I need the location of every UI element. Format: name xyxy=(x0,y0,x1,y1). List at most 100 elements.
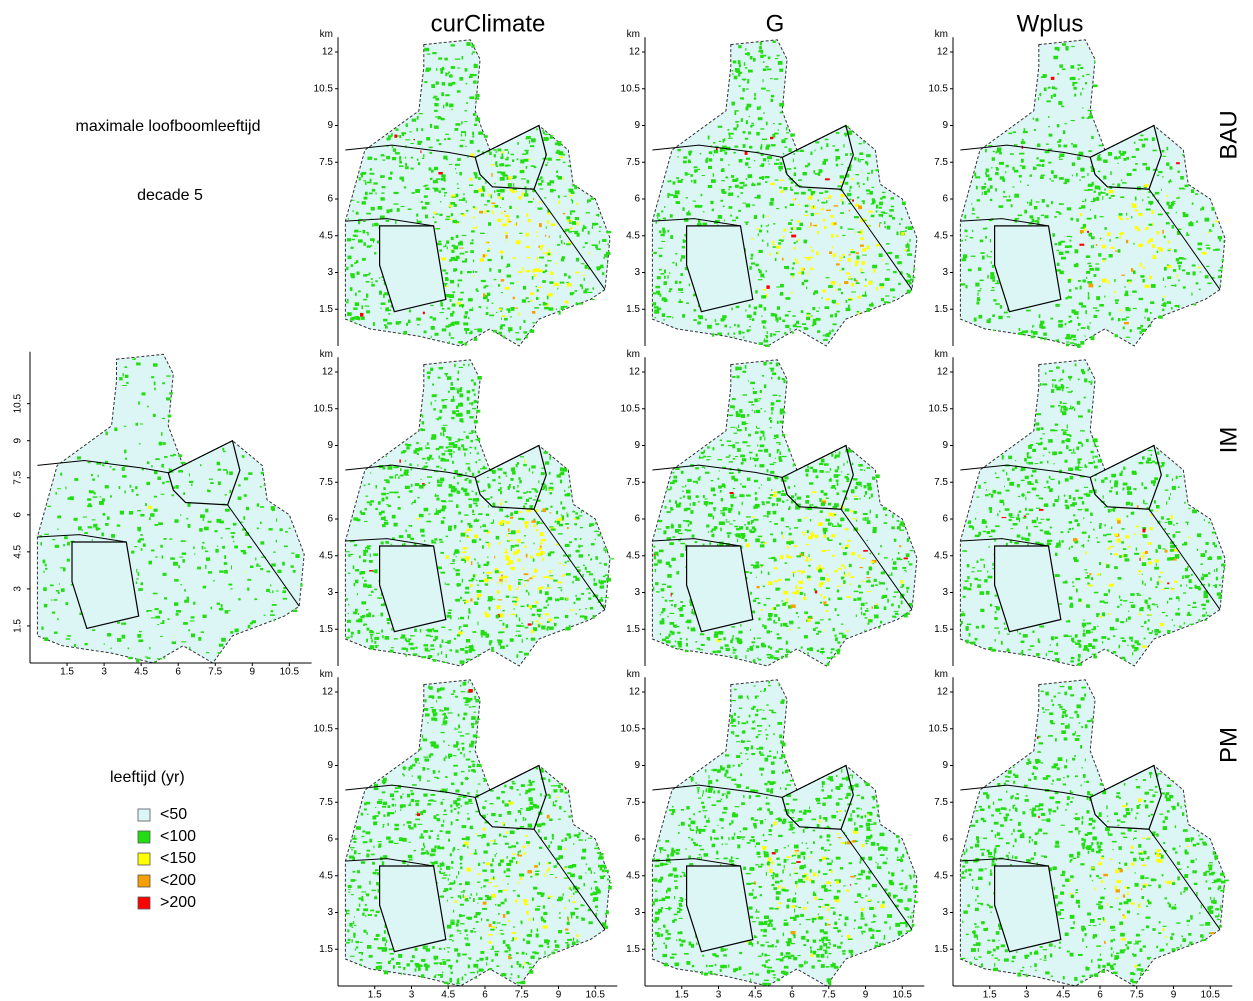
vegetation-patch xyxy=(370,238,375,241)
vegetation-patch xyxy=(532,471,533,473)
vegetation-patch xyxy=(834,253,836,257)
vegetation-patch xyxy=(533,558,535,562)
vegetation-patch xyxy=(1078,460,1081,464)
vegetation-patch xyxy=(899,545,901,547)
vegetation-patch xyxy=(773,492,777,494)
vegetation-patch xyxy=(1101,480,1104,483)
vegetation-patch xyxy=(835,455,840,458)
vegetation-patch xyxy=(784,332,786,334)
vegetation-patch xyxy=(993,151,995,152)
vegetation-patch xyxy=(427,476,432,478)
vegetation-patch xyxy=(724,138,725,141)
vegetation-patch xyxy=(442,308,445,310)
vegetation-patch xyxy=(891,604,894,607)
vegetation-patch xyxy=(826,610,828,612)
vegetation-patch xyxy=(785,297,790,300)
vegetation-patch xyxy=(576,550,580,553)
vegetation-patch xyxy=(733,333,735,335)
vegetation-patch xyxy=(764,307,766,311)
vegetation-patch xyxy=(371,636,373,639)
vegetation-patch xyxy=(982,256,985,260)
vegetation-patch xyxy=(686,643,688,647)
vegetation-patch xyxy=(1186,272,1190,275)
vegetation-patch xyxy=(565,300,568,303)
vegetation-patch xyxy=(760,165,764,167)
vegetation-patch xyxy=(761,484,762,485)
vegetation-patch xyxy=(1006,472,1007,475)
vegetation-patch xyxy=(829,479,832,482)
vegetation-patch xyxy=(694,166,698,168)
y-tick-label: 9 xyxy=(942,120,948,131)
vegetation-patch xyxy=(474,382,476,385)
vegetation-patch xyxy=(550,272,553,275)
vegetation-patch xyxy=(472,389,475,391)
vegetation-patch xyxy=(399,535,404,538)
vegetation-patch xyxy=(746,178,748,180)
vegetation-patch xyxy=(819,169,823,173)
vegetation-patch xyxy=(394,638,398,640)
vegetation-patch xyxy=(969,633,971,637)
vegetation-patch xyxy=(595,556,598,560)
y-tick-label: 3 xyxy=(634,267,640,278)
vegetation-patch xyxy=(362,603,365,604)
vegetation-patch xyxy=(446,73,449,74)
vegetation-patch xyxy=(583,275,585,276)
vegetation-patch xyxy=(762,501,765,503)
vegetation-patch xyxy=(472,135,474,137)
vegetation-patch xyxy=(781,139,785,143)
vegetation-patch xyxy=(1094,466,1098,469)
vegetation-patch xyxy=(442,270,446,272)
vegetation-patch xyxy=(1142,482,1144,486)
vegetation-patch xyxy=(375,280,378,282)
vegetation-patch xyxy=(523,492,527,494)
vegetation-patch xyxy=(436,448,440,450)
vegetation-patch xyxy=(1158,579,1159,582)
vegetation-patch xyxy=(964,215,966,219)
vegetation-patch xyxy=(772,241,774,244)
vegetation-patch xyxy=(989,536,992,537)
vegetation-patch xyxy=(382,160,385,161)
vegetation-patch xyxy=(446,447,449,449)
vegetation-patch xyxy=(1087,281,1092,283)
vegetation-patch xyxy=(840,226,842,229)
vegetation-patch xyxy=(746,120,748,124)
vegetation-patch xyxy=(1039,165,1043,166)
vegetation-patch xyxy=(862,261,865,265)
vegetation-patch xyxy=(372,571,376,573)
vegetation-patch xyxy=(382,635,384,638)
vegetation-patch xyxy=(438,172,442,175)
vegetation-patch xyxy=(990,276,995,280)
vegetation-patch xyxy=(563,574,565,576)
vegetation-patch xyxy=(1161,305,1164,306)
vegetation-patch xyxy=(561,306,564,310)
vegetation-patch xyxy=(771,411,772,414)
vegetation-patch xyxy=(737,124,739,128)
vegetation-patch xyxy=(1093,438,1098,442)
vegetation-patch xyxy=(774,567,778,569)
vegetation-patch xyxy=(1114,484,1118,488)
vegetation-patch xyxy=(1069,547,1070,550)
vegetation-patch xyxy=(752,410,753,411)
vegetation-patch xyxy=(756,577,757,578)
vegetation-patch xyxy=(382,524,386,527)
vegetation-patch xyxy=(457,302,461,305)
vegetation-patch xyxy=(1168,249,1172,250)
vegetation-patch xyxy=(475,175,478,179)
vegetation-patch xyxy=(445,244,446,247)
vegetation-patch xyxy=(788,448,790,451)
vegetation-patch xyxy=(500,189,505,193)
vegetation-patch xyxy=(532,488,535,490)
vegetation-patch xyxy=(1018,332,1022,335)
vegetation-patch xyxy=(455,59,460,60)
vegetation-patch xyxy=(1041,442,1042,445)
vegetation-patch xyxy=(1122,528,1125,530)
vegetation-patch xyxy=(1133,308,1137,309)
vegetation-patch xyxy=(702,175,705,176)
vegetation-patch xyxy=(763,289,766,291)
vegetation-patch xyxy=(492,479,495,481)
vegetation-patch xyxy=(528,605,532,608)
vegetation-patch xyxy=(1195,193,1198,195)
vegetation-patch xyxy=(1078,323,1081,326)
vegetation-patch xyxy=(478,654,480,657)
vegetation-patch xyxy=(1065,245,1070,248)
